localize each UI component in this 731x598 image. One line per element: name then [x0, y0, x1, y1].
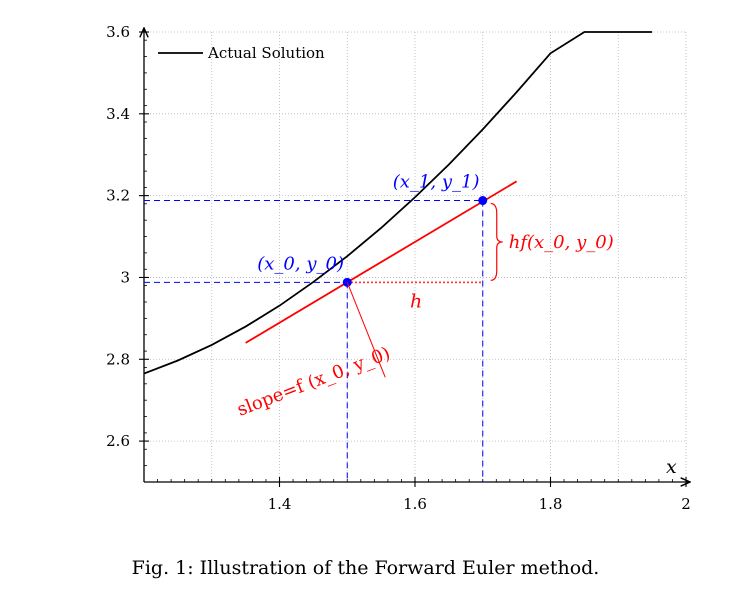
guide-lines: [144, 200, 484, 482]
y-tick-label: 2.6: [106, 432, 130, 450]
series-layer: [143, 31, 653, 375]
label-hf: hf(x_0, y_0): [509, 232, 614, 253]
x-tick-label: 1.4: [268, 495, 292, 513]
y-tick-label: 3.2: [106, 187, 130, 205]
y-tick-label: 2.8: [106, 350, 130, 368]
actual-solution-line: [143, 31, 653, 375]
point-marker: [478, 196, 488, 206]
y-tick-label: 3: [120, 268, 130, 286]
ticks: 1.4 1.6 1.8 2 2.6 2.8 3 3.2 3.4 3.6: [106, 23, 691, 513]
slope-pointer: [346, 282, 386, 378]
tangent-line: [245, 180, 518, 344]
legend: Actual Solution: [158, 44, 325, 62]
y-tick-label: 3.4: [106, 105, 130, 123]
x-tick-label: 2: [681, 495, 691, 513]
brace: [490, 202, 503, 281]
euler-chart: x 1.4 1.6 1.8 22.62.833.23.43.6 (x_0, y_0)(…: [106, 23, 731, 513]
label-slope: slope=f (x_0, y_0): [234, 343, 393, 421]
y-tick-label: 3.6: [106, 23, 130, 41]
grid: [144, 31, 687, 482]
x-tick-label: 1.6: [403, 495, 427, 513]
x-tick-label: 1.8: [539, 495, 563, 513]
legend-label: Actual Solution: [207, 44, 325, 62]
label-h: h: [410, 290, 422, 312]
x-axis-label: x: [666, 456, 677, 478]
label-x1y1: (x_1, y_1): [393, 172, 480, 193]
annotations: (x_0, y_0) (x_1, y_1)h hf(x_0, y_0) slope=f…: [234, 172, 613, 421]
figure-caption: Fig. 1: Illustration of the Forward Eule…: [131, 557, 600, 579]
axes: x: [144, 28, 690, 482]
label-x0y0: (x_0, y_0): [257, 253, 344, 274]
